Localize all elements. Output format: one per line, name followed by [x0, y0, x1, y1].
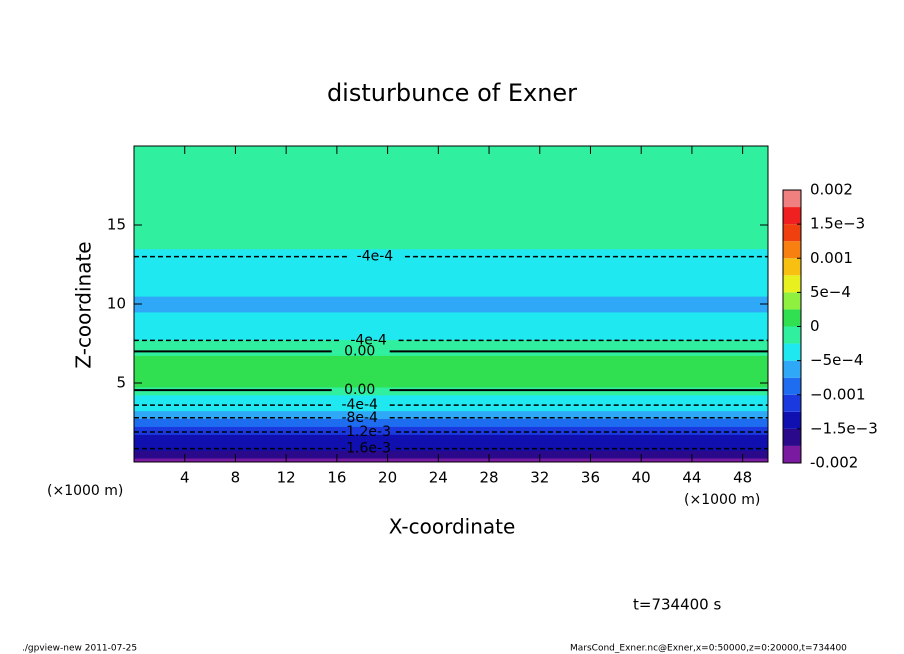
field-band — [134, 296, 768, 313]
y-tick-label: 5 — [116, 374, 126, 392]
contour-label: -4e-4 — [350, 332, 387, 348]
field-band — [134, 232, 768, 250]
x-tick-label: 36 — [581, 469, 600, 487]
colorbar-swatch — [783, 224, 801, 242]
colorbar-tick-label: 0.002 — [810, 181, 853, 199]
y-tick-label: 10 — [107, 295, 126, 313]
field-band — [134, 402, 768, 412]
colorbar-swatch — [783, 411, 801, 429]
colorbar-swatch — [783, 377, 801, 395]
colorbar-swatch — [783, 360, 801, 378]
x-tick-label: 16 — [327, 469, 346, 487]
colorbar-tick-label: 0 — [810, 317, 820, 335]
field-band — [134, 248, 768, 265]
x-tick-label: 40 — [632, 469, 651, 487]
field-band — [134, 311, 768, 329]
x-tick-label: 8 — [231, 469, 241, 487]
y-tick-label: 15 — [107, 216, 126, 234]
field-band — [134, 146, 768, 171]
colorbar-swatch — [783, 292, 801, 310]
x-tick-label: 4 — [180, 469, 190, 487]
colorbar-tick-label: −0.001 — [810, 385, 866, 403]
contour-label: -4e-4 — [341, 397, 378, 413]
field-band — [134, 280, 768, 297]
colorbar-tick-label: -0.002 — [810, 454, 858, 472]
y-unit: (×1000 m) — [47, 483, 123, 499]
field-band — [134, 363, 768, 372]
x-unit: (×1000 m) — [684, 492, 760, 508]
colorbar-swatch — [783, 343, 801, 361]
colorbar-tick-label: 0.001 — [810, 249, 853, 267]
contour-label: -1.6e-3 — [341, 441, 391, 457]
x-tick-label: 20 — [378, 469, 397, 487]
x-axis-label: X-coordinate — [389, 515, 516, 539]
chart-title: disturbunce of Exner — [327, 79, 577, 107]
field-band — [134, 379, 768, 388]
field-band — [134, 410, 768, 420]
contour-label: 0.00 — [344, 382, 375, 398]
x-tick-label: 28 — [479, 469, 498, 487]
colorbar-swatch — [783, 326, 801, 344]
contour-label: -1.2e-3 — [341, 424, 391, 440]
field-band — [134, 458, 768, 463]
x-tick-label: 32 — [530, 469, 549, 487]
field-band — [134, 355, 768, 364]
field-band — [134, 426, 768, 435]
colorbar-swatch — [783, 275, 801, 293]
colorbar-tick-label: 5e−4 — [810, 283, 851, 301]
colorbar-tick-label: 1.5e−3 — [810, 215, 865, 233]
footer-left: ./gpview-new 2011-07-25 — [22, 644, 137, 654]
field-band — [134, 442, 768, 451]
colorbar-swatch — [783, 309, 801, 327]
x-tick-label: 48 — [733, 469, 752, 487]
x-tick-label: 12 — [277, 469, 296, 487]
field-band — [134, 394, 768, 404]
field — [134, 146, 768, 463]
field-band — [134, 371, 768, 380]
field-band — [134, 386, 768, 396]
field-band — [134, 450, 768, 459]
field-band — [134, 264, 768, 281]
x-tick-label: 44 — [682, 469, 701, 487]
contour-label: -8e-4 — [341, 410, 378, 426]
y-axis-label: Z-coordinate — [72, 241, 96, 368]
field-band — [134, 339, 768, 348]
contour-label: 0.00 — [344, 343, 375, 359]
colorbar-swatch — [783, 207, 801, 225]
field-band — [134, 418, 768, 427]
colorbar-swatch — [783, 394, 801, 412]
field-band — [134, 434, 768, 443]
contour-label: -4e-4 — [357, 249, 394, 265]
footer-right: MarsCond_Exner.nc@Exner,x=0:50000,z=0:20… — [570, 644, 847, 654]
field-band — [134, 327, 768, 341]
colorbar-swatch — [783, 428, 801, 446]
colorbar-swatch — [783, 190, 801, 208]
field-band — [134, 209, 768, 234]
colorbar-swatch — [783, 258, 801, 276]
colorbar-swatch — [783, 445, 801, 463]
field-band — [134, 169, 768, 210]
x-tick-label: 24 — [429, 469, 448, 487]
colorbar-swatch — [783, 241, 801, 259]
colorbar-tick-label: −1.5e−3 — [810, 419, 878, 437]
time-label: t=734400 s — [633, 596, 721, 614]
colorbar-tick-label: −5e−4 — [810, 351, 863, 369]
